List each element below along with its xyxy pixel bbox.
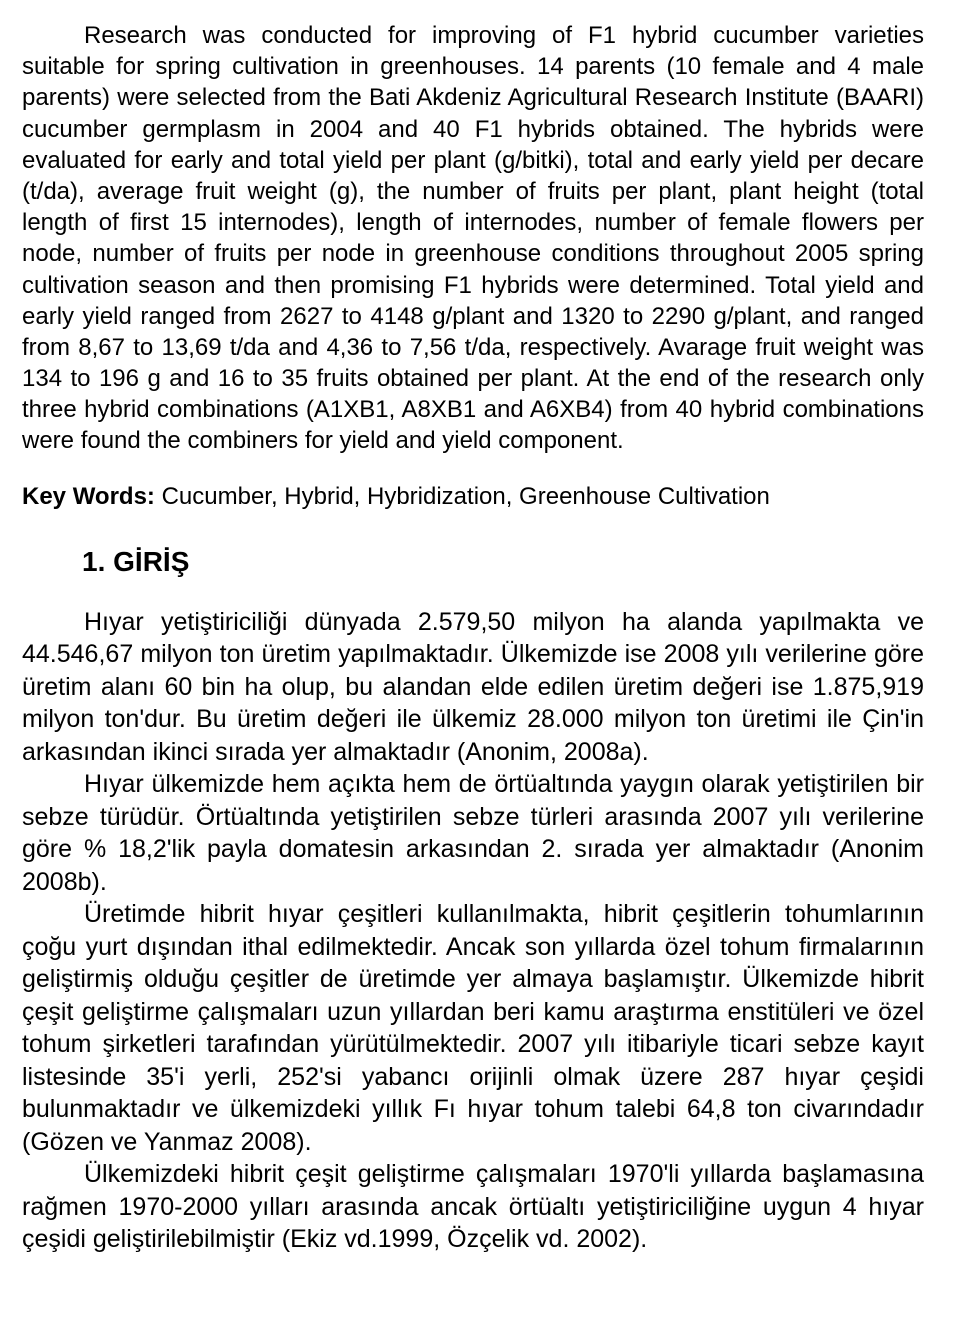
body-paragraph-text: Hıyar yetiştiriciliği dünyada 2.579,50 m…	[22, 608, 924, 766]
abstract-text: Research was conducted for improving of …	[22, 22, 924, 454]
abstract-paragraph: Research was conducted for improving of …	[22, 20, 924, 457]
body-paragraph-3: Üretimde hibrit hıyar çeşitleri kullanıl…	[22, 898, 924, 1158]
keywords-label: Key Words:	[22, 483, 155, 510]
section-heading: 1. GİRİŞ	[82, 546, 924, 578]
keywords-text: Cucumber, Hybrid, Hybridization, Greenho…	[155, 483, 770, 510]
body-paragraph-text: Hıyar ülkemizde hem açıkta hem de örtüal…	[22, 770, 924, 896]
body-paragraph-4: Ülkemizdeki hibrit çeşit geliştirme çalı…	[22, 1158, 924, 1256]
body-paragraph-2: Hıyar ülkemizde hem açıkta hem de örtüal…	[22, 768, 924, 898]
document-page: Research was conducted for improving of …	[0, 0, 960, 1332]
body-paragraph-text: Ülkemizdeki hibrit çeşit geliştirme çalı…	[22, 1160, 924, 1253]
body-paragraph-1: Hıyar yetiştiriciliği dünyada 2.579,50 m…	[22, 606, 924, 769]
body-paragraph-text: Üretimde hibrit hıyar çeşitleri kullanıl…	[22, 900, 924, 1156]
keywords-line: Key Words: Cucumber, Hybrid, Hybridizati…	[22, 481, 924, 512]
